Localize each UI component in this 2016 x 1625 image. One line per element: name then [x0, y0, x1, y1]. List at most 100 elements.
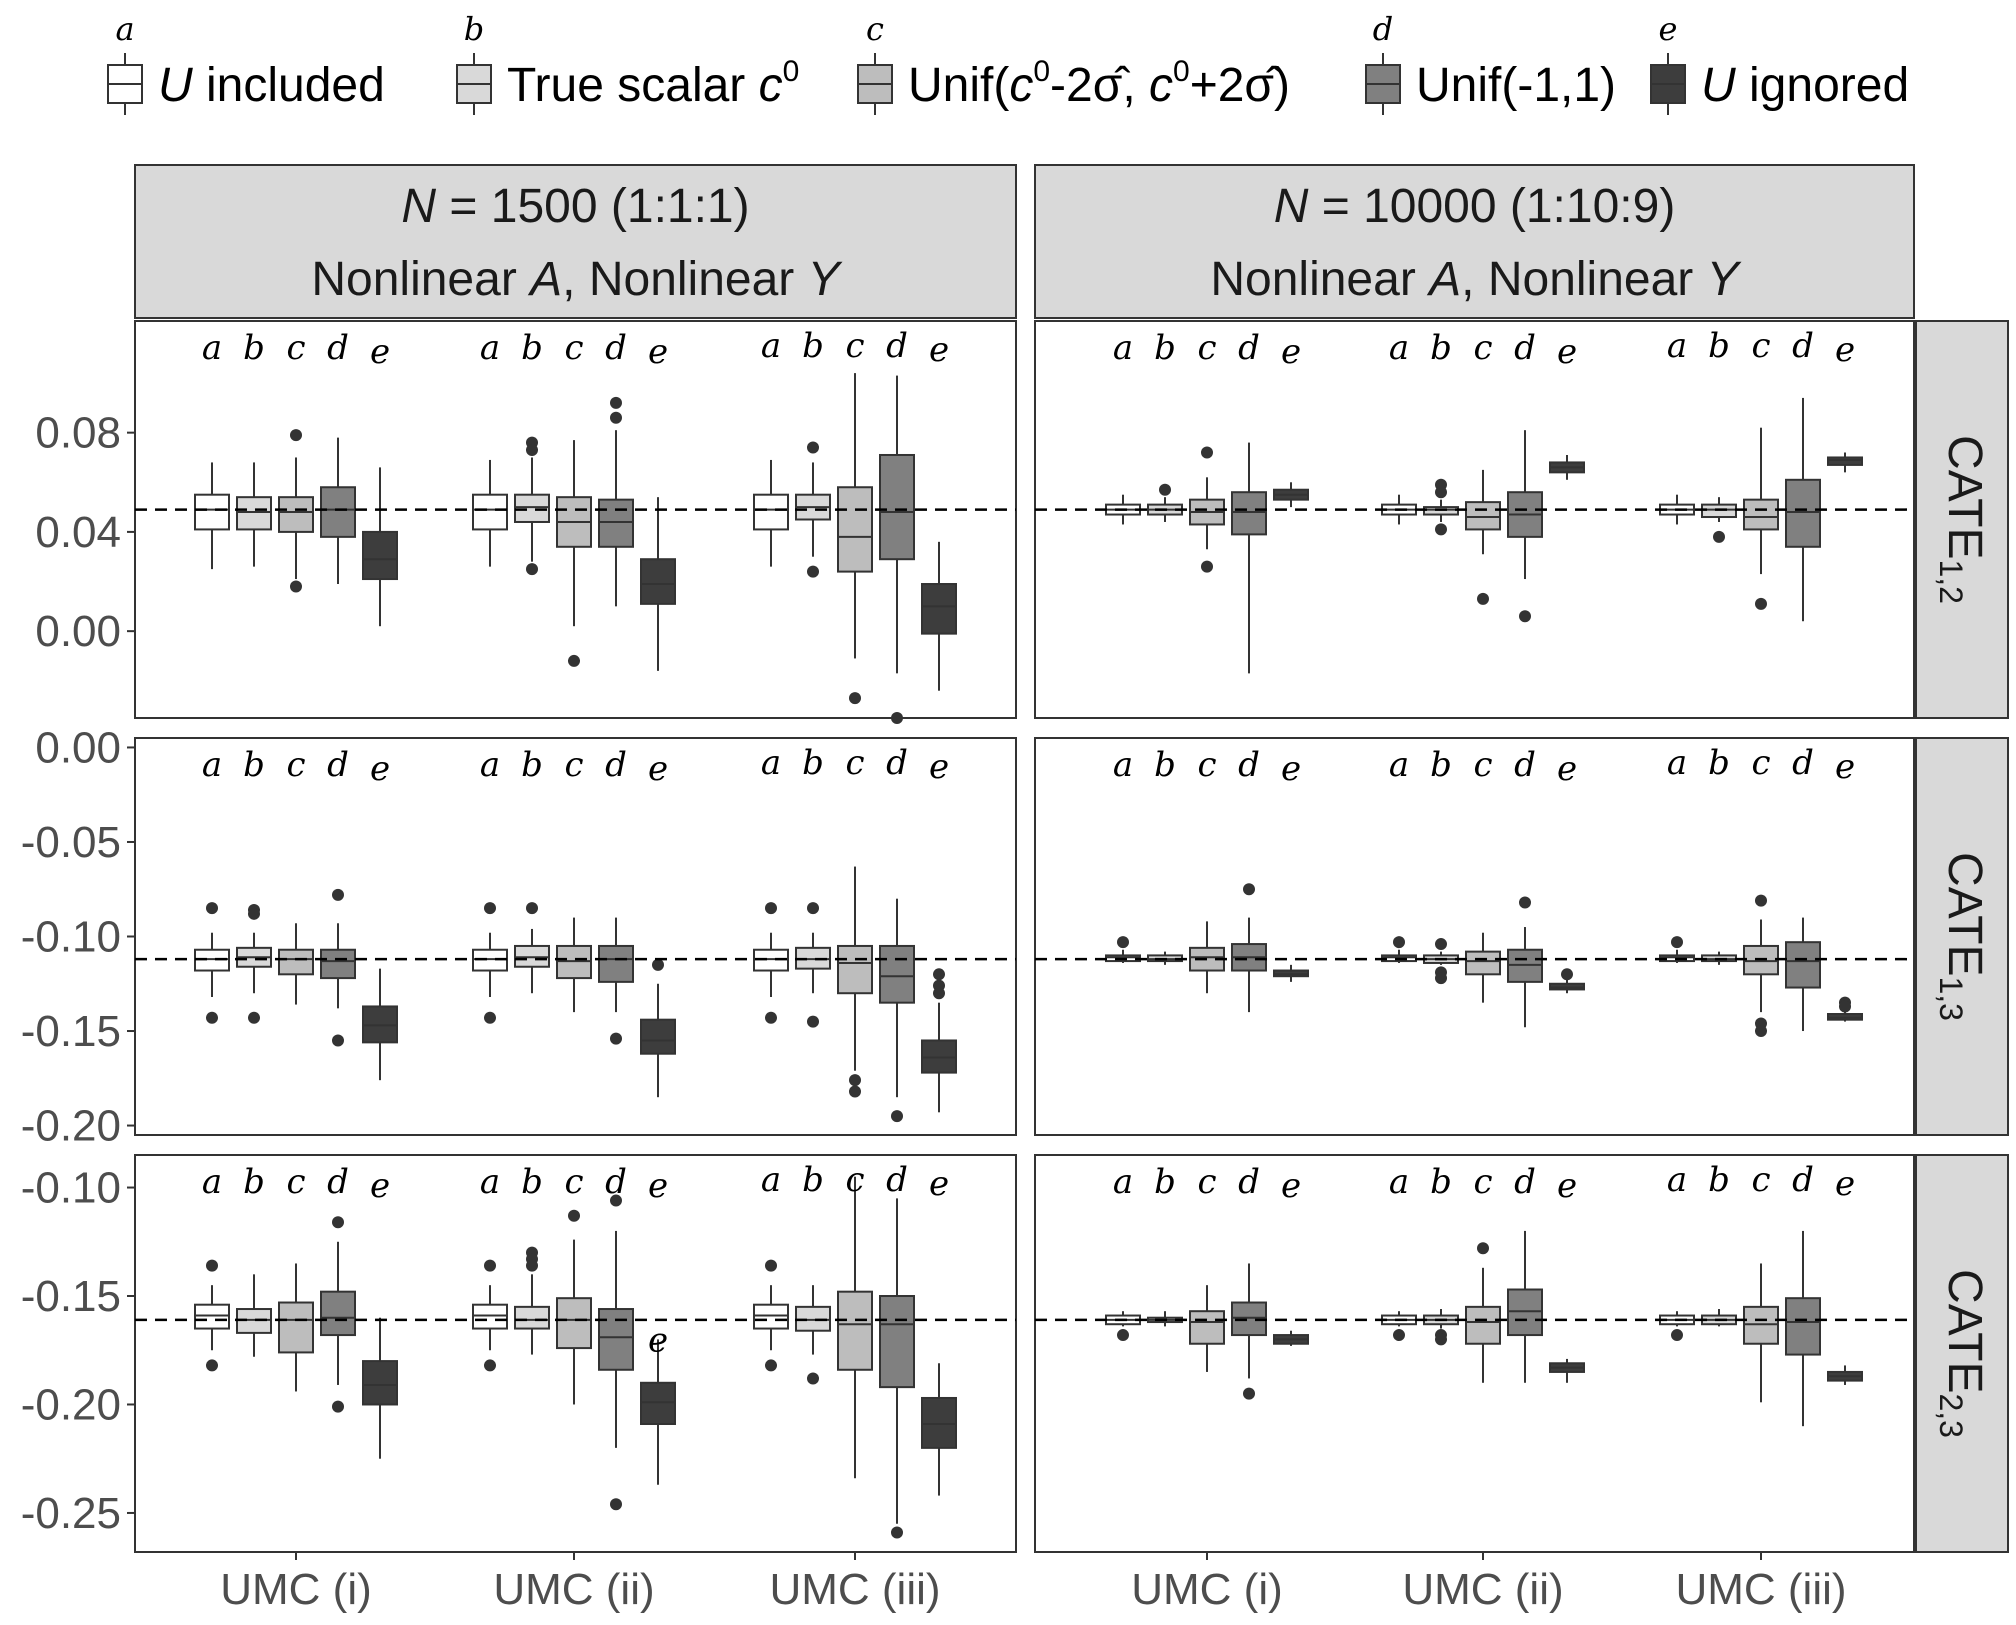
box-letter-e: e — [1281, 332, 1301, 372]
box-b — [236, 462, 272, 567]
plot-panels: a b c d e a b c d e a b c d e a b c d e a b c d e a b c d ea b c d e a b c d e… — [134, 320, 1915, 1553]
box-e — [921, 1363, 957, 1496]
box-body — [879, 1295, 915, 1389]
y-tick-label: -0.15 — [21, 1007, 121, 1056]
box-letter-e: e — [929, 747, 949, 787]
box-body — [320, 486, 356, 538]
box-c — [1465, 932, 1501, 1003]
box-letter-c: c — [845, 326, 864, 366]
box-outlier — [526, 1259, 538, 1272]
y-tick-label: -0.05 — [21, 818, 121, 867]
box-letter-e: e — [929, 330, 949, 370]
box-letter-b: b — [802, 1160, 824, 1200]
box-letter-c: c — [845, 1160, 864, 1200]
strip-part: , Nonlinear — [1461, 253, 1706, 306]
legend-letter: d — [1373, 10, 1393, 48]
legend-label: Unif(c0-2σ̂, c0+2σ̂) — [908, 55, 1290, 112]
box-body — [1785, 941, 1821, 989]
box-letter-e: e — [1835, 747, 1855, 787]
box-c — [1465, 1242, 1501, 1383]
strip-part: Nonlinear — [1210, 253, 1429, 306]
box-letter-a: a — [761, 1160, 781, 1200]
box-outlier — [1117, 1329, 1129, 1342]
box-outlier — [1671, 1329, 1683, 1342]
box-body — [320, 1290, 356, 1337]
box-outlier — [891, 712, 903, 724]
strip-part: Y — [808, 253, 843, 306]
box-body — [194, 493, 230, 531]
box-letter-c: c — [286, 745, 305, 785]
strip-text: = 1500 (1:1:1) — [436, 180, 750, 233]
legend-label: U included — [158, 59, 385, 112]
box-letter-b: b — [521, 328, 543, 368]
strip-italic: N — [401, 180, 436, 233]
box-letter-d: d — [327, 1162, 349, 1202]
x-tick-label: UMC (iii) — [769, 1565, 940, 1614]
box-letter-d: d — [327, 745, 349, 785]
x-tick-label: UMC (ii) — [1402, 1565, 1563, 1614]
box-body — [1785, 1297, 1821, 1356]
box-outlier — [290, 429, 302, 442]
box-body — [640, 1018, 676, 1055]
box-c — [556, 1209, 592, 1405]
box-d — [879, 898, 915, 1123]
box-outlier — [1755, 597, 1767, 610]
box-letter-b: b — [1708, 1160, 1730, 1200]
box-body — [1231, 491, 1267, 536]
box-e — [362, 467, 398, 627]
box-d — [1231, 442, 1267, 674]
box-c — [1743, 1263, 1779, 1403]
box-outlier — [1671, 936, 1683, 949]
box-d — [1785, 397, 1821, 622]
box-letter-d: d — [1792, 743, 1814, 783]
box-e — [1549, 968, 1585, 994]
box-body — [1465, 1305, 1501, 1345]
box-body — [879, 453, 915, 561]
box-e — [362, 1317, 398, 1459]
box-outlier — [526, 444, 538, 457]
box-letter-a: a — [1389, 1162, 1409, 1202]
row-strip-bg — [1915, 1154, 2009, 1553]
box-outlier — [933, 987, 945, 1000]
box-outlier — [849, 692, 861, 705]
box-d — [320, 1216, 356, 1413]
box-body — [598, 1308, 634, 1371]
box-body — [362, 530, 398, 581]
box-letter-d: d — [1514, 745, 1536, 785]
box-outlier — [1393, 936, 1405, 949]
box-outlier — [652, 958, 664, 971]
box-e — [1549, 1358, 1585, 1383]
box-body — [320, 948, 356, 980]
column-strip-bg — [134, 164, 1017, 319]
legend-label: Unif(-1,1) — [1416, 59, 1616, 112]
box-outlier — [891, 1110, 903, 1123]
box-letter-d: d — [886, 1160, 908, 1200]
row-strip-2: CATE1,3 — [1915, 737, 2009, 1136]
box-e — [640, 1339, 676, 1485]
box-letter-b: b — [1154, 328, 1176, 368]
box-outlier — [1755, 1025, 1767, 1038]
box-outlier — [610, 1498, 622, 1511]
box-letter-a: a — [1667, 1160, 1687, 1200]
box-body — [278, 1301, 314, 1354]
box-outlier — [807, 565, 819, 578]
legend-label-part: c — [1149, 59, 1173, 112]
box-c — [1743, 427, 1779, 610]
column-strip-1: N = 1500 (1:1:1) Nonlinear A, Nonlinear Y — [134, 164, 1017, 319]
legend-label-italic: c — [759, 59, 783, 112]
box-letter-a: a — [202, 745, 222, 785]
box-a — [753, 1259, 789, 1372]
box-letter-d: d — [605, 745, 627, 785]
box-letter-d: d — [1238, 328, 1260, 368]
box-e — [1827, 1365, 1863, 1385]
x-tick-label: UMC (i) — [220, 1565, 372, 1614]
row-strip-main: CATE — [1938, 1269, 1991, 1393]
box-d — [879, 375, 915, 724]
box-body — [598, 498, 634, 548]
box-outlier — [1435, 972, 1447, 985]
box-letter-b: b — [243, 745, 265, 785]
